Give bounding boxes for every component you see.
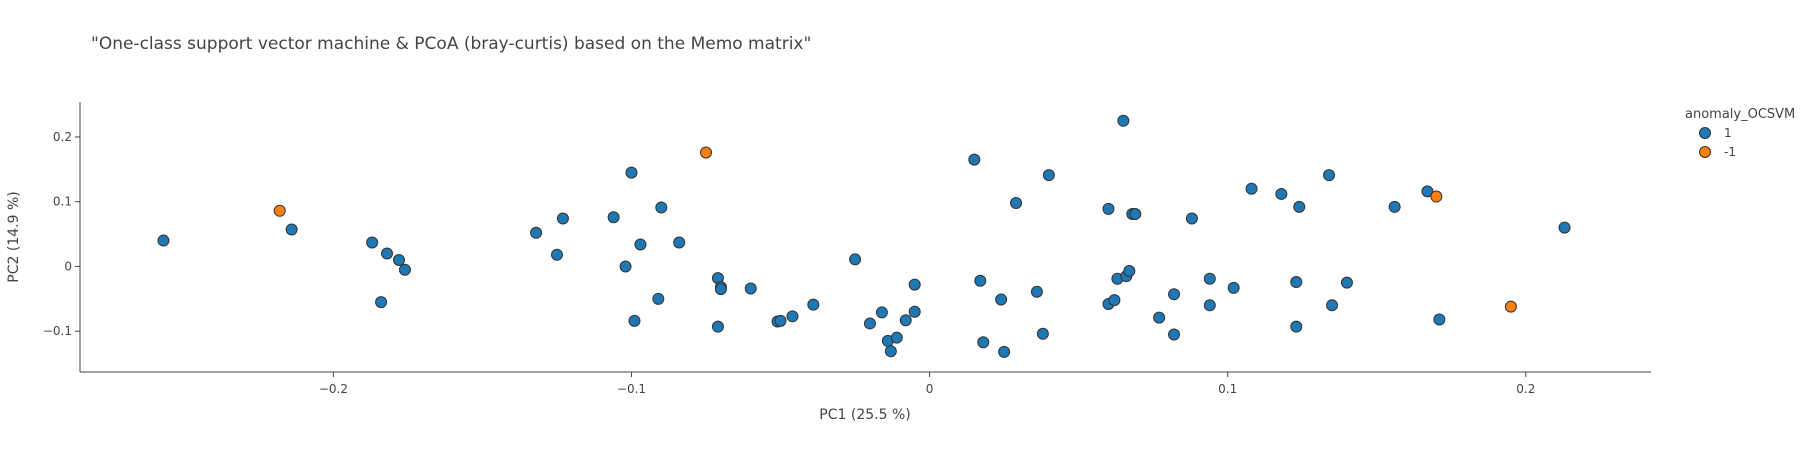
data-point-normal[interactable] (899, 314, 912, 327)
series-minus-1 (273, 146, 1517, 313)
data-point-normal[interactable] (652, 292, 665, 305)
x-tick-label: −0.2 (319, 382, 348, 396)
y-axis-label: PC2 (14.9 %) (6, 191, 22, 282)
data-point-normal[interactable] (1326, 299, 1339, 312)
data-point-normal[interactable] (998, 345, 1011, 358)
data-point-normal[interactable] (285, 223, 298, 236)
data-point-normal[interactable] (1117, 114, 1130, 127)
data-point-anomaly[interactable] (700, 146, 713, 159)
y-tick-label: 0 (64, 259, 72, 273)
data-point-normal[interactable] (1010, 197, 1023, 210)
data-point-normal[interactable] (875, 306, 888, 319)
data-point-normal[interactable] (1245, 182, 1258, 195)
legend-item-1[interactable]: 1 (1699, 126, 1732, 140)
x-axis-label: PC1 (25.5 %) (819, 407, 910, 423)
axes (79, 102, 1651, 373)
data-point-normal[interactable] (1030, 285, 1043, 298)
data-point-normal[interactable] (1102, 202, 1115, 215)
data-point-normal[interactable] (1168, 328, 1181, 341)
legend-item-minus-1[interactable]: -1 (1699, 145, 1736, 159)
legend-marker-minus-1 (1699, 146, 1711, 158)
data-point-normal[interactable] (625, 166, 638, 179)
data-point-normal[interactable] (392, 253, 405, 266)
x-tick-label: 0.1 (1218, 382, 1237, 396)
data-point-normal[interactable] (1275, 187, 1288, 200)
data-point-anomaly[interactable] (273, 204, 286, 217)
y-tick-label: −0.1 (43, 324, 72, 338)
legend-marker-1 (1699, 127, 1711, 139)
data-point-normal[interactable] (398, 263, 411, 276)
series-1 (157, 114, 1571, 358)
chart-title: "One-class support vector machine & PCoA… (91, 34, 811, 54)
legend-title: anomaly_OCSVM (1685, 107, 1795, 122)
data-point-normal[interactable] (1227, 281, 1240, 294)
data-point-normal[interactable] (381, 247, 394, 260)
data-point-normal[interactable] (375, 296, 388, 309)
y-tick-label: 0.1 (53, 195, 72, 209)
data-point-normal[interactable] (1388, 200, 1401, 213)
y-tick-label: 0.2 (53, 130, 72, 144)
data-point-normal[interactable] (634, 238, 647, 251)
data-point-normal[interactable] (1433, 313, 1446, 326)
data-point-normal[interactable] (1042, 169, 1055, 182)
data-point-normal[interactable] (977, 336, 990, 349)
data-point-normal[interactable] (908, 278, 921, 291)
data-point-normal[interactable] (619, 260, 632, 273)
data-point-normal[interactable] (1323, 169, 1336, 182)
data-point-normal[interactable] (1108, 294, 1121, 307)
data-point-normal[interactable] (863, 317, 876, 330)
data-point-normal[interactable] (908, 305, 921, 318)
data-point-normal[interactable] (655, 201, 668, 214)
data-point-normal[interactable] (849, 253, 862, 266)
legend: anomaly_OCSVM 1 -1 (1685, 107, 1795, 159)
data-point-normal[interactable] (884, 345, 897, 358)
data-point-normal[interactable] (995, 293, 1008, 306)
data-point-normal[interactable] (968, 153, 981, 166)
data-point-anomaly[interactable] (1430, 190, 1443, 203)
data-point-normal[interactable] (1036, 327, 1049, 340)
data-point-normal[interactable] (711, 320, 724, 333)
legend-label-minus-1: -1 (1724, 145, 1736, 159)
data-point-anomaly[interactable] (1504, 300, 1517, 313)
data-point-normal[interactable] (157, 234, 170, 247)
x-tick-label: 0 (926, 382, 934, 396)
data-point-normal[interactable] (628, 314, 641, 327)
x-tick-label: −0.1 (617, 382, 646, 396)
data-point-normal[interactable] (366, 236, 379, 249)
data-point-normal[interactable] (774, 314, 787, 327)
data-point-normal[interactable] (556, 212, 569, 225)
data-point-normal[interactable] (1185, 212, 1198, 225)
data-point-normal[interactable] (714, 283, 727, 296)
data-point-normal[interactable] (1290, 320, 1303, 333)
data-point-normal[interactable] (1129, 208, 1142, 221)
data-point-normal[interactable] (807, 298, 820, 311)
x-tick-label: 0.2 (1516, 382, 1535, 396)
data-point-normal[interactable] (744, 282, 757, 295)
data-point-normal[interactable] (607, 211, 620, 224)
data-point-normal[interactable] (1293, 200, 1306, 213)
data-point-normal[interactable] (890, 331, 903, 344)
data-point-normal[interactable] (1290, 276, 1303, 288)
data-point-normal[interactable] (1168, 288, 1181, 301)
data-point-normal[interactable] (1203, 299, 1216, 312)
data-point-normal[interactable] (1153, 311, 1166, 324)
data-point-normal[interactable] (1421, 185, 1434, 198)
scatter-points (157, 114, 1571, 358)
data-point-normal[interactable] (1558, 221, 1571, 234)
data-point-normal[interactable] (530, 226, 543, 239)
data-point-normal[interactable] (673, 236, 686, 249)
data-point-normal[interactable] (786, 310, 799, 323)
data-point-normal[interactable] (1203, 272, 1216, 285)
data-point-normal[interactable] (550, 248, 563, 261)
data-point-normal[interactable] (974, 274, 987, 287)
data-point-normal[interactable] (1340, 276, 1353, 289)
legend-label-1: 1 (1724, 126, 1732, 140)
data-point-normal[interactable] (1123, 264, 1136, 277)
